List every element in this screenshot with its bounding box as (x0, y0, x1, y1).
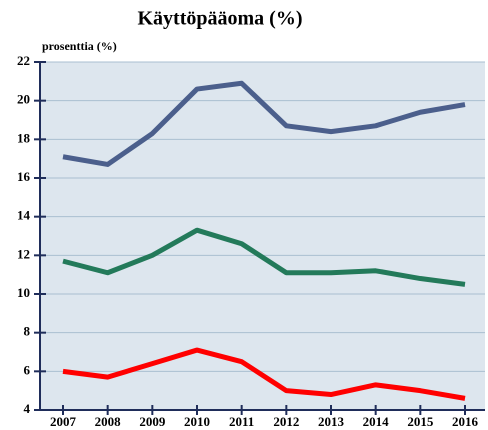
y-tick-label: 22 (17, 53, 30, 68)
y-tick-label: 4 (24, 401, 31, 416)
x-tick-label: 2011 (229, 414, 254, 429)
x-tick-label: 2013 (318, 414, 345, 429)
x-tick-label: 2016 (452, 414, 479, 429)
x-tick-label: 2015 (407, 414, 434, 429)
x-tick-label: 2009 (139, 414, 166, 429)
x-tick-label: 2014 (363, 414, 390, 429)
y-axis-label: prosenttia (%) (42, 39, 117, 53)
y-tick-label: 12 (17, 246, 30, 261)
y-tick-label: 8 (24, 324, 31, 339)
x-tick-label: 2012 (273, 414, 299, 429)
y-tick-label: 18 (17, 130, 31, 145)
y-tick-label: 20 (17, 92, 30, 107)
series-line (62, 227, 466, 287)
y-tick-label: 6 (24, 362, 31, 377)
y-tick-label: 14 (17, 208, 31, 223)
x-tick-label: 2010 (184, 414, 210, 429)
series-line (62, 347, 466, 401)
series-line (62, 80, 466, 167)
y-tick-label: 10 (17, 285, 30, 300)
x-tick-label: 2008 (95, 414, 122, 429)
chart-title: Käyttöpääoma (%) (138, 8, 303, 30)
x-tick-label: 2007 (50, 414, 77, 429)
plot-area (40, 62, 485, 410)
y-tick-label: 16 (17, 169, 31, 184)
